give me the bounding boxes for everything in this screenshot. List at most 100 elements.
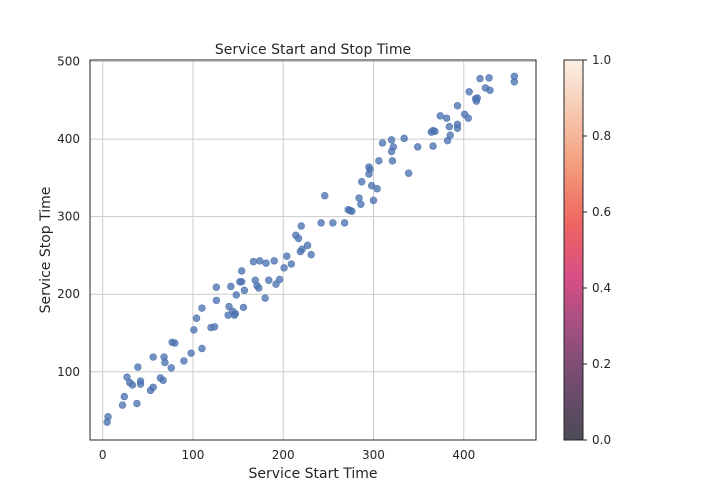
colorbar-tick-label: 0.4 — [592, 281, 611, 295]
scatter-point — [287, 260, 296, 268]
scatter-point — [190, 326, 198, 334]
scatter-point — [378, 139, 387, 147]
colorbar-tick-label: 0.6 — [592, 205, 611, 219]
scatter-point — [429, 142, 437, 150]
scatter-point — [298, 245, 306, 253]
scatter-point — [317, 219, 325, 227]
scatter-point — [375, 157, 383, 165]
y-tick-label: 400 — [57, 132, 80, 146]
scatter-point — [464, 114, 472, 122]
scatter-point — [367, 181, 376, 190]
scatter-point — [180, 357, 188, 365]
scatter-point — [265, 276, 273, 284]
scatter-point — [237, 267, 246, 275]
scatter-point — [227, 282, 235, 291]
scatter-point — [329, 219, 337, 227]
scatter-point — [453, 102, 462, 110]
y-axis-label: Service Stop Time — [38, 187, 54, 314]
scatter-point — [149, 353, 157, 361]
scatter-point — [270, 257, 278, 265]
scatter-point — [167, 364, 175, 372]
scatter-point — [212, 283, 221, 291]
scatter-point — [128, 381, 137, 389]
x-axis-ticks: 0 100 200 300 400 — [99, 448, 475, 462]
scatter-point — [294, 234, 303, 243]
scatter-point — [465, 88, 473, 96]
x-axis-label: Service Start Time — [248, 466, 377, 482]
scatter-point — [283, 252, 291, 260]
x-tick-label: 100 — [181, 448, 204, 462]
chart-title: Service Start and Stop Time — [215, 42, 411, 58]
x-tick-label: 0 — [99, 448, 107, 462]
y-tick-label: 200 — [57, 287, 80, 301]
scatter-point — [400, 134, 408, 143]
scatter-point — [104, 413, 112, 421]
scatter-point — [210, 323, 219, 331]
scatter-point — [485, 74, 493, 82]
scatter-point — [212, 296, 221, 305]
scatter-point — [307, 250, 315, 259]
scatter-point — [237, 278, 246, 286]
scatter-point — [389, 143, 398, 151]
scatter-point — [198, 344, 206, 353]
scatter-point — [255, 284, 263, 292]
y-tick-label: 300 — [57, 210, 80, 224]
scatter-point — [198, 304, 206, 312]
scatter-point — [369, 196, 378, 205]
scatter-point — [136, 380, 145, 388]
scatter-point — [355, 194, 363, 202]
scatter-point — [161, 358, 169, 367]
scatter-point — [473, 94, 482, 102]
scatter-point — [431, 127, 439, 136]
scatter-point — [436, 112, 444, 120]
scatter-point — [366, 165, 374, 174]
colorbar — [563, 59, 584, 441]
scatter-point — [120, 392, 129, 401]
scatter-point — [280, 264, 288, 272]
scatter-point — [388, 157, 397, 165]
scatter-point — [340, 219, 349, 227]
x-tick-label: 200 — [272, 448, 295, 462]
scatter-point — [232, 291, 240, 299]
y-tick-label: 500 — [57, 55, 80, 69]
scatter-point — [297, 222, 305, 230]
colorbar-tick-label: 0.0 — [592, 433, 611, 447]
scatter-point — [453, 124, 462, 132]
scatter-point — [134, 363, 142, 371]
scatter-point — [510, 72, 519, 80]
scatter-point — [414, 143, 422, 151]
scatter-points — [103, 72, 519, 426]
y-axis-ticks: 100 200 300 400 500 — [57, 55, 80, 379]
scatter-point — [240, 286, 249, 295]
scatter-point — [275, 275, 284, 284]
grid-lines — [90, 60, 536, 440]
scatter-point — [159, 376, 167, 384]
scatter-point — [348, 207, 356, 215]
scatter-point — [249, 257, 258, 266]
scatter-point — [118, 401, 127, 409]
scatter-point — [442, 114, 451, 122]
scatter-point — [387, 136, 396, 144]
colorbar-tick-label: 1.0 — [592, 53, 611, 67]
y-tick-label: 100 — [57, 365, 80, 379]
scatter-point — [239, 303, 248, 312]
scatter-point — [192, 314, 201, 322]
x-tick-label: 300 — [362, 448, 385, 462]
colorbar-ticks: 0.0 0.2 0.4 0.6 0.8 1.0 — [583, 53, 611, 447]
scatter-point — [405, 169, 413, 177]
scatter-point — [187, 349, 195, 357]
x-tick-label: 400 — [452, 448, 475, 462]
scatter-point — [231, 309, 240, 318]
colorbar-tick-label: 0.8 — [592, 129, 611, 143]
scatter-point — [262, 259, 270, 267]
colorbar-tick-label: 0.2 — [592, 357, 611, 371]
scatter-point — [321, 192, 329, 200]
scatter-point — [445, 122, 454, 131]
scatter-point — [476, 74, 484, 83]
scatter-point — [256, 257, 264, 265]
plot-frame — [89, 59, 537, 441]
scatter-point — [357, 200, 365, 208]
scatter-point — [303, 241, 312, 250]
scatter-point — [373, 185, 381, 193]
